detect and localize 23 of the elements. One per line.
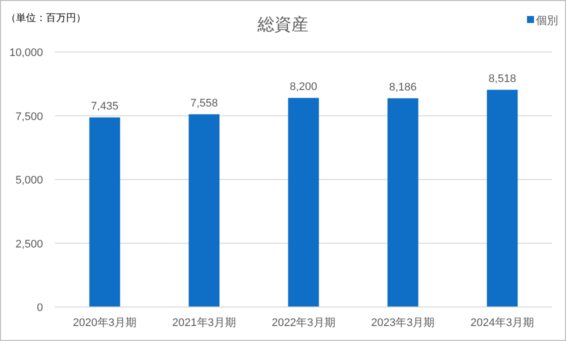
data-label: 8,200	[290, 80, 318, 93]
y-tick-label: 5,000	[15, 174, 43, 186]
y-tick-label: 2,500	[15, 238, 43, 250]
bar	[188, 114, 220, 307]
bar	[387, 98, 418, 307]
x-tick-label: 2021年3月期	[172, 317, 236, 329]
x-tick-label: 2024年3月期	[470, 317, 534, 329]
y-tick-label: 10,000	[9, 47, 43, 59]
bar	[89, 117, 120, 307]
bar	[288, 98, 319, 307]
y-tick-label: 7,500	[15, 110, 43, 123]
legend-label: 個別	[536, 15, 558, 27]
data-label: 7,558	[190, 97, 218, 110]
chart-title: 総資産	[256, 15, 308, 34]
text: （単位：百万円）	[6, 12, 86, 24]
bar	[486, 90, 518, 307]
y-tick-label: 0	[36, 302, 43, 314]
data-label: 7,435	[90, 100, 118, 112]
x-tick-label: 2023年3月期	[371, 317, 435, 329]
x-tick-label: 2022年3月期	[272, 317, 336, 329]
x-tick-label: 2020年3月期	[72, 317, 136, 329]
data-label: 8,186	[389, 81, 417, 94]
data-label: 8,518	[488, 72, 516, 85]
